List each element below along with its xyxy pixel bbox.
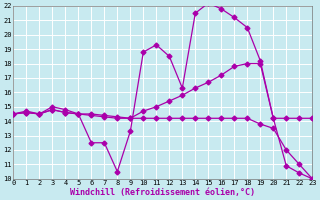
X-axis label: Windchill (Refroidissement éolien,°C): Windchill (Refroidissement éolien,°C) [70,188,255,197]
